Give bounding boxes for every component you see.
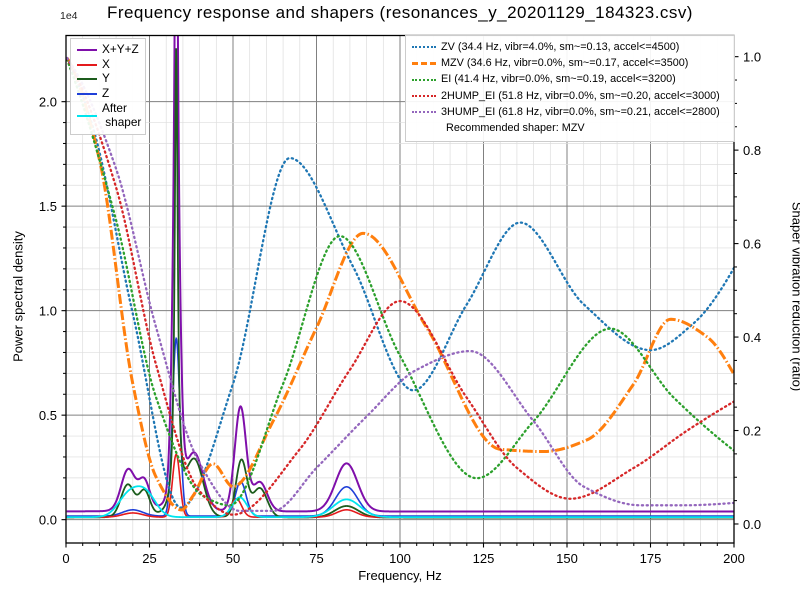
svg-text:0.0: 0.0 [743, 517, 761, 532]
svg-text:0.5: 0.5 [39, 408, 57, 423]
svg-text:50: 50 [226, 551, 240, 566]
svg-text:0.0: 0.0 [39, 513, 57, 528]
svg-text:150: 150 [556, 551, 578, 566]
svg-text:0: 0 [62, 551, 69, 566]
svg-text:0.4: 0.4 [743, 330, 761, 345]
svg-text:0.8: 0.8 [743, 143, 761, 158]
svg-text:1.5: 1.5 [39, 199, 57, 214]
svg-text:175: 175 [640, 551, 662, 566]
svg-text:1.0: 1.0 [743, 50, 761, 65]
svg-text:125: 125 [473, 551, 495, 566]
svg-text:200: 200 [723, 551, 745, 566]
svg-text:0.2: 0.2 [743, 424, 761, 439]
svg-text:75: 75 [309, 551, 323, 566]
svg-text:100: 100 [389, 551, 411, 566]
svg-text:0.6: 0.6 [743, 237, 761, 252]
svg-text:2.0: 2.0 [39, 95, 57, 110]
svg-text:25: 25 [142, 551, 156, 566]
svg-text:1.0: 1.0 [39, 304, 57, 319]
